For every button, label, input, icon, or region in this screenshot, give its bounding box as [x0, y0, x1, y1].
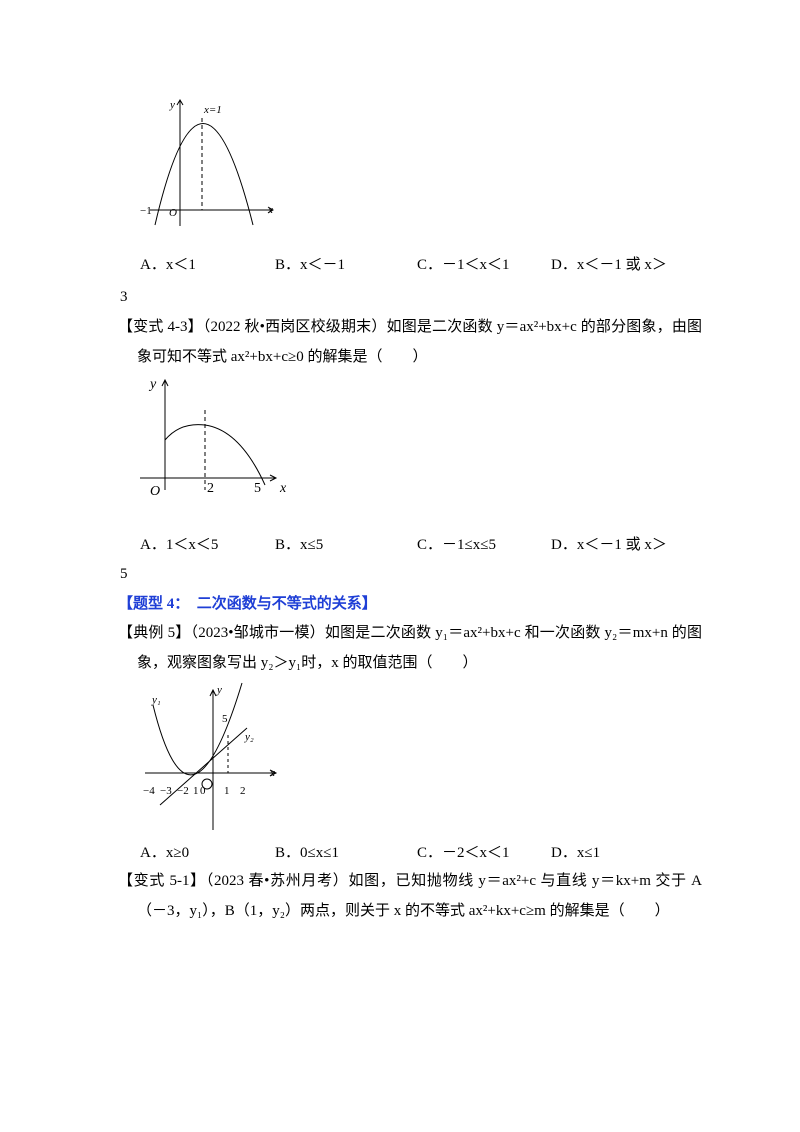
x-ticks: −4 −3 −2 1 0 1 2 — [143, 785, 246, 797]
question-text: （2022 秋•西岗区校级期末）如图是二次函数 y＝ax²+bx+c 的部分图象… — [137, 319, 702, 365]
option: C．－1＜x＜1 — [417, 257, 510, 273]
option: D．x≤1 — [551, 845, 601, 861]
option: C．－1≤x≤5 — [417, 537, 496, 553]
question-label: 【变式 4-3】 — [118, 319, 203, 335]
x-label: x — [279, 481, 287, 496]
option: A．x＜1 — [140, 257, 196, 273]
question-label: 【典例 5】 — [118, 625, 191, 641]
question: 【变式 4-3】（2022 秋•西岗区校级期末）如图是二次函数 y＝ax²+bx… — [118, 312, 702, 372]
option: B．x＜－1 — [275, 257, 346, 273]
question-text: （2023•邹城市一模）如图是二次函数 y₁＝ax²+bx+c 和一次函数 y₂… — [137, 625, 702, 671]
figure-2: y O 2 5 x — [140, 377, 287, 499]
x-tick-label: −4 — [143, 785, 155, 797]
x-tick-label: 1 — [193, 785, 199, 797]
y2-label: y₂ — [244, 731, 254, 743]
y-label: y — [148, 377, 157, 392]
figure-1: y x=1 −1 O x — [140, 99, 274, 226]
option-wrap: 5 — [120, 566, 128, 582]
origin-label: O — [150, 484, 160, 499]
option: C．－2＜x＜1 — [417, 845, 510, 861]
option: D．x＜－1 或 x＞ — [551, 257, 667, 273]
x-tick-label: 0 — [200, 785, 206, 797]
option: A．x≥0 — [140, 845, 190, 861]
x-tick-label: 1 — [224, 785, 230, 797]
y1-label: y₁ — [151, 694, 161, 706]
question-text: （2023 春•苏州月考）如图，已知抛物线 y＝ax²+c 与直线 y＝kx+m… — [137, 873, 702, 919]
x-tick-label: −2 — [177, 785, 189, 797]
question: 【变式 5-1】（2023 春•苏州月考）如图，已知抛物线 y＝ax²+c 与直… — [118, 866, 702, 926]
question-label: 【变式 5-1】 — [118, 873, 206, 889]
x-label: x — [267, 204, 273, 216]
option: B．x≤5 — [275, 537, 324, 553]
option: D．x＜－1 或 x＞ — [551, 537, 667, 553]
y-label: y — [216, 684, 222, 696]
x-tick-label: −3 — [160, 785, 172, 797]
x-tick-label: 2 — [240, 785, 246, 797]
question: 【典例 5】（2023•邹城市一模）如图是二次函数 y₁＝ax²+bx+c 和一… — [118, 618, 702, 678]
tick-2: 2 — [207, 481, 214, 496]
section-heading: 【题型 4： 二次函数与不等式的关系】 — [118, 596, 377, 612]
option-wrap: 3 — [120, 289, 128, 305]
tick-5: 5 — [254, 481, 261, 496]
x-label: x — [269, 767, 275, 779]
figure-3: y₁ y 5 y₂ x −4 −3 −2 1 0 1 2 — [143, 682, 278, 830]
y-label: y — [169, 99, 175, 111]
option: B．0≤x≤1 — [275, 845, 339, 861]
tick-5: 5 — [222, 713, 228, 725]
origin-label: O — [169, 207, 177, 219]
axis-line-label: x=1 — [203, 104, 222, 116]
option: A．1＜x＜5 — [140, 537, 219, 553]
root-label: −1 — [140, 205, 152, 217]
